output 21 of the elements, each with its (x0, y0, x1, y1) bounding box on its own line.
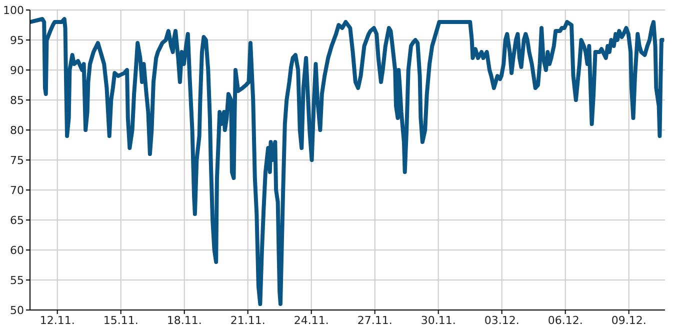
x-tick-label: 03.12. (484, 314, 520, 327)
y-tick-label: 75 (10, 154, 24, 167)
y-tick-label: 70 (10, 184, 24, 197)
x-tick-label: 24.11. (294, 314, 329, 327)
x-tick-label: 12.11. (40, 314, 75, 327)
x-tick-label: 18.11. (166, 314, 202, 327)
y-tick-label: 95 (10, 34, 24, 47)
x-tick-label: 21.11. (230, 314, 266, 327)
y-tick-label: 100 (3, 4, 24, 17)
y-tick-label: 85 (10, 94, 24, 107)
y-tick-label: 60 (10, 244, 24, 257)
y-tick-label: 90 (10, 64, 24, 77)
x-tick-label: 30.11. (420, 314, 456, 327)
y-tick-label: 50 (10, 304, 24, 317)
x-tick-label: 06.12. (548, 314, 583, 327)
y-tick-label: 80 (10, 124, 24, 137)
x-tick-label: 15.11. (103, 314, 138, 327)
y-tick-label: 65 (10, 214, 24, 227)
x-tick-label: 27.11. (357, 314, 392, 327)
y-tick-label: 55 (10, 274, 24, 287)
x-tick-label: 09.12. (611, 314, 646, 327)
